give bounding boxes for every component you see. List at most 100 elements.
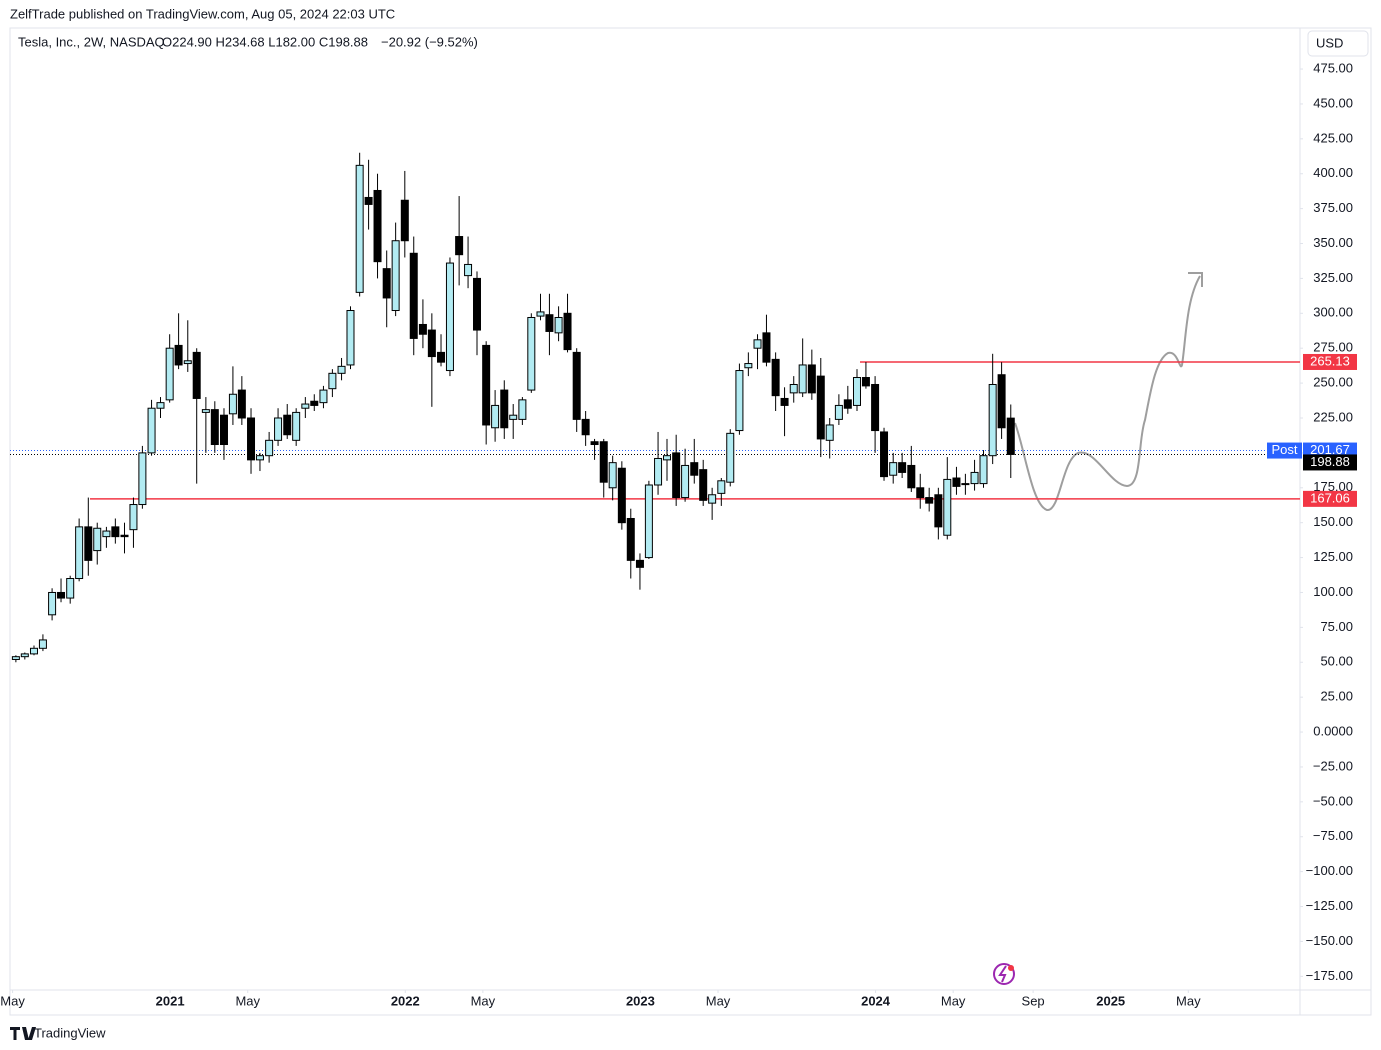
y-tick-label: −25.00	[1313, 758, 1353, 773]
y-tick-label: 300.00	[1313, 305, 1353, 320]
candle-body	[111, 526, 120, 538]
candle-body	[518, 399, 527, 420]
lightning-icon[interactable]	[993, 963, 1015, 985]
candle-body	[861, 377, 870, 387]
candle-body	[418, 323, 427, 335]
x-tick-label: May	[0, 993, 25, 1008]
candle-body	[210, 409, 219, 446]
candle-body	[156, 402, 165, 409]
candle-body	[572, 351, 581, 420]
y-tick-label: 0.0000	[1313, 723, 1353, 738]
candle-body	[337, 365, 346, 374]
projection-arrowhead	[1188, 272, 1203, 287]
candle-body	[192, 351, 201, 399]
candle-body	[626, 517, 635, 561]
published-note: ZelfTrade published on TradingView.com, …	[10, 6, 395, 21]
candle-body	[482, 344, 491, 426]
candle-body	[455, 236, 464, 256]
level-box	[1303, 353, 1357, 370]
candle-body	[255, 455, 264, 461]
candle-body	[1006, 417, 1015, 455]
candle-body	[934, 494, 943, 528]
candle-body	[852, 377, 861, 406]
candle-body	[816, 375, 825, 440]
level-box	[1303, 490, 1357, 507]
y-tick-label: 225.00	[1313, 409, 1353, 424]
candle-body	[29, 647, 38, 655]
candle-body	[57, 591, 66, 599]
currency[interactable]: USD	[1316, 35, 1343, 50]
y-tick-label: 250.00	[1313, 375, 1353, 390]
x-tick-label: May	[471, 993, 496, 1008]
candle-body	[491, 404, 500, 429]
candle-body	[310, 400, 319, 406]
candle-body	[509, 414, 518, 420]
post-tag: Post	[1271, 442, 1297, 457]
candle-body	[997, 374, 1006, 429]
candle-body	[138, 452, 147, 506]
candle-body	[988, 383, 997, 457]
y-tick-label: 375.00	[1313, 200, 1353, 215]
candle-body	[265, 439, 274, 457]
currency-box[interactable]	[1307, 30, 1369, 57]
candle-body	[355, 164, 364, 293]
x-tick-label: Sep	[1022, 993, 1045, 1008]
x-tick-label: 2023	[626, 993, 655, 1008]
y-tick-label: 475.00	[1313, 60, 1353, 75]
candle-body	[38, 639, 47, 649]
candle-body	[228, 393, 237, 415]
y-tick-label: 150.00	[1313, 514, 1353, 529]
candle-body	[283, 414, 292, 436]
candle-body	[654, 457, 663, 486]
candle-body	[672, 452, 681, 499]
candle-body	[102, 530, 111, 538]
candle-body	[472, 277, 481, 331]
candle-body	[753, 339, 762, 349]
drawn-projection	[1014, 275, 1201, 511]
candle-body	[554, 316, 563, 334]
x-tick-label: 2025	[1096, 993, 1125, 1008]
candle-body	[617, 467, 626, 524]
candle-body	[798, 364, 807, 394]
post-price-label: 201.67	[1310, 442, 1350, 457]
x-tick-label: May	[1176, 993, 1201, 1008]
candle-body	[409, 252, 418, 339]
candle-body	[373, 189, 382, 263]
candle-body	[382, 268, 391, 299]
y-tick-label: −100.00	[1306, 863, 1353, 878]
candle-body	[237, 389, 246, 419]
candle-body	[527, 316, 536, 391]
x-tick-label: May	[235, 993, 260, 1008]
candle-body	[129, 504, 138, 531]
candle-body	[970, 471, 979, 485]
candle-body	[834, 404, 843, 420]
candle-body	[364, 196, 373, 205]
candle-body	[690, 462, 699, 476]
legend-symbol: Tesla, Inc., 2W, NASDAQ	[18, 34, 165, 49]
candle-body	[590, 441, 599, 446]
candle-body	[391, 240, 400, 312]
candle-body	[219, 414, 228, 446]
last-price-box	[1303, 454, 1357, 471]
footer-brand: TradingView	[34, 1025, 106, 1040]
y-tick-label: 25.00	[1320, 689, 1353, 704]
candle-body	[536, 311, 545, 317]
candle-body	[201, 409, 210, 413]
candle-body	[608, 462, 617, 489]
legend-ohlc: O224.90 H234.68 L182.00 C198.88	[162, 34, 368, 49]
candle-body	[825, 424, 834, 441]
candle-body	[563, 312, 572, 351]
candle-body	[66, 578, 75, 599]
candle-body	[437, 351, 446, 363]
candle-body	[400, 199, 409, 242]
candle-body	[346, 310, 355, 366]
candle-body	[427, 329, 436, 358]
y-tick-label: −175.00	[1306, 968, 1353, 983]
y-tick-label: 325.00	[1313, 270, 1353, 285]
candle-body	[843, 399, 852, 409]
candle-body	[635, 559, 644, 568]
candle-body	[943, 478, 952, 536]
candle-body	[93, 527, 102, 552]
